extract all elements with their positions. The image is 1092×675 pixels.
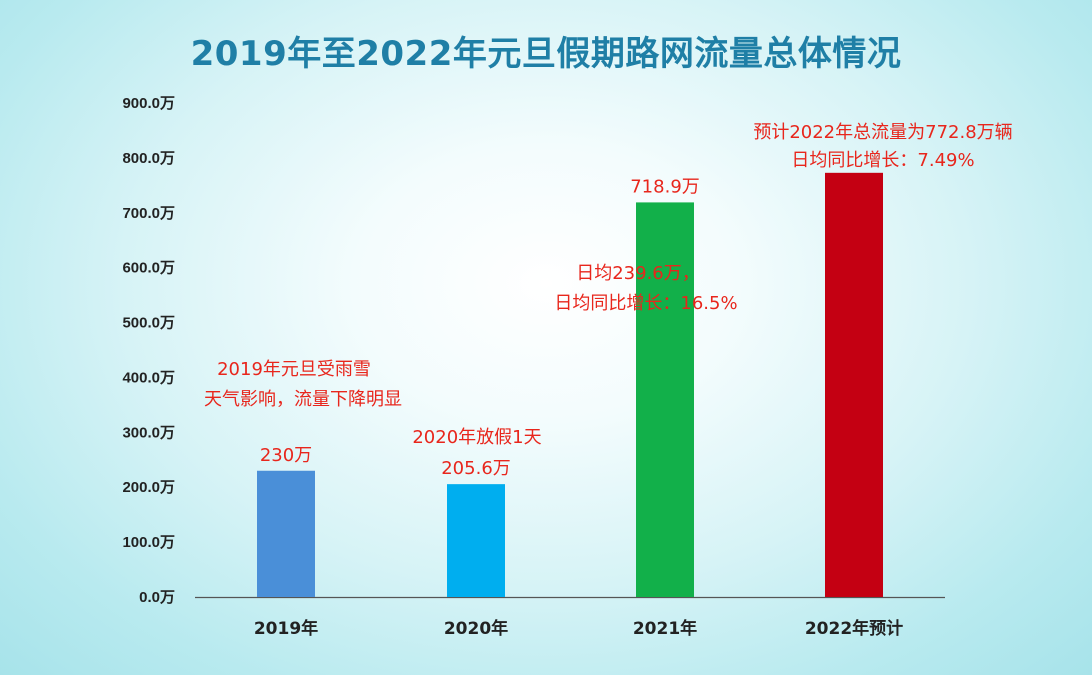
chart-title: 2019年至2022年元旦假期路网流量总体情况 bbox=[190, 34, 902, 74]
data-label: 205.6万 bbox=[441, 458, 511, 479]
bars bbox=[257, 172, 883, 597]
x-tick-label: 2019年 bbox=[254, 618, 318, 639]
annotations: 2019年元旦受雨雪 天气影响，流量下降明显 2020年放假1天 日均239.6… bbox=[204, 122, 1013, 448]
data-labels: 230万 205.6万 718.9万 bbox=[260, 176, 700, 479]
y-tick-label: 500.0万 bbox=[122, 315, 175, 332]
bar-2019年 bbox=[257, 470, 315, 597]
y-tick-label: 200.0万 bbox=[122, 479, 175, 496]
x-tick-label: 2020年 bbox=[444, 618, 508, 639]
annotation-2021-line2: 日均同比增长：16.5% bbox=[554, 293, 737, 314]
data-label: 230万 bbox=[260, 445, 312, 466]
y-axis-ticks: 0.0万 100.0万 200.0万 300.0万 400.0万 500.0万 600.0万… bbox=[122, 95, 175, 606]
bar-2021年 bbox=[636, 202, 694, 597]
y-tick-label: 700.0万 bbox=[122, 205, 175, 222]
x-axis-ticks: 2019年 2020年 2021年 2022年预计 bbox=[254, 618, 903, 639]
y-tick-label: 900.0万 bbox=[122, 95, 175, 112]
y-tick-label: 100.0万 bbox=[122, 534, 175, 551]
y-tick-label: 800.0万 bbox=[122, 150, 175, 167]
y-tick-label: 300.0万 bbox=[122, 424, 175, 441]
annotation-2020-line1: 2020年放假1天 bbox=[412, 427, 541, 448]
y-tick-label: 600.0万 bbox=[122, 260, 175, 277]
y-tick-label: 0.0万 bbox=[139, 589, 175, 606]
x-tick-label: 2022年预计 bbox=[805, 618, 903, 639]
x-tick-label: 2021年 bbox=[633, 618, 697, 639]
data-label: 718.9万 bbox=[630, 176, 700, 197]
annotation-2019-line2: 天气影响，流量下降明显 bbox=[204, 389, 402, 410]
annotation-2022-line2: 日均同比增长：7.49% bbox=[791, 150, 974, 171]
annotation-2022-line1: 预计2022年总流量为772.8万辆 bbox=[753, 122, 1012, 143]
bar-2022年预计 bbox=[825, 172, 883, 597]
bar-2020年 bbox=[447, 484, 505, 597]
y-tick-label: 400.0万 bbox=[122, 369, 175, 386]
annotation-2019-line1: 2019年元旦受雨雪 bbox=[217, 359, 371, 380]
annotation-2021-line1: 日均239.6万， bbox=[576, 263, 700, 284]
